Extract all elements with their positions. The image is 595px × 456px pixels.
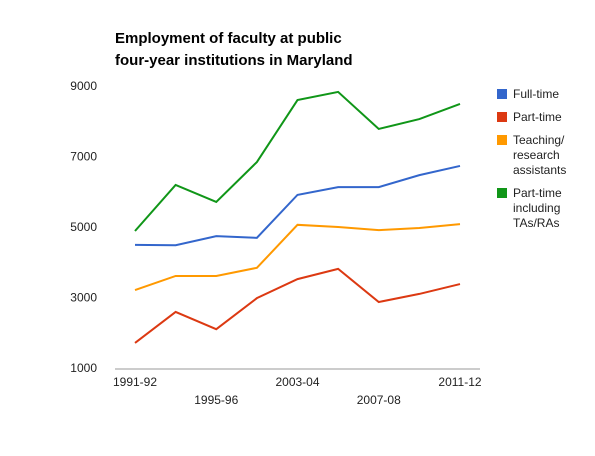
y-tick-label: 7000 (70, 150, 97, 164)
y-tick-label: 1000 (70, 361, 97, 375)
x-tick-label: 2007-08 (357, 393, 401, 407)
x-tick-label: 1995-96 (194, 393, 238, 407)
x-tick-label: 1991-92 (113, 375, 157, 389)
x-tick-label: 2003-04 (275, 375, 319, 389)
legend-entry: Part-time (495, 110, 585, 125)
legend-swatch (497, 112, 507, 122)
legend-label: Part-time (513, 110, 562, 124)
y-tick-label: 5000 (70, 220, 97, 234)
legend-entry: Part-time including TAs/RAs (495, 186, 585, 231)
series-line (134, 267, 461, 344)
legend-label: Part-time including TAs/RAs (513, 186, 562, 230)
x-tick-label: 2011-12 (438, 375, 481, 389)
legend-swatch (497, 89, 507, 99)
series-line (134, 90, 461, 232)
legend-entry: Full-time (495, 87, 585, 102)
legend-swatch (497, 135, 507, 145)
series-line (134, 164, 461, 247)
legend-label: Full-time (513, 87, 560, 101)
legend-entry: Teaching/ research assistants (495, 133, 585, 178)
chart-title: Employment of faculty at public four-yea… (115, 30, 353, 69)
y-tick-label: 3000 (70, 291, 97, 305)
legend-label: Teaching/ research assistants (513, 133, 567, 177)
legend: Full-time Part-time Teaching/ research ass… (495, 87, 585, 239)
series-line (134, 223, 461, 291)
y-tick-label: 9000 (70, 79, 97, 93)
legend-swatch (497, 188, 507, 198)
